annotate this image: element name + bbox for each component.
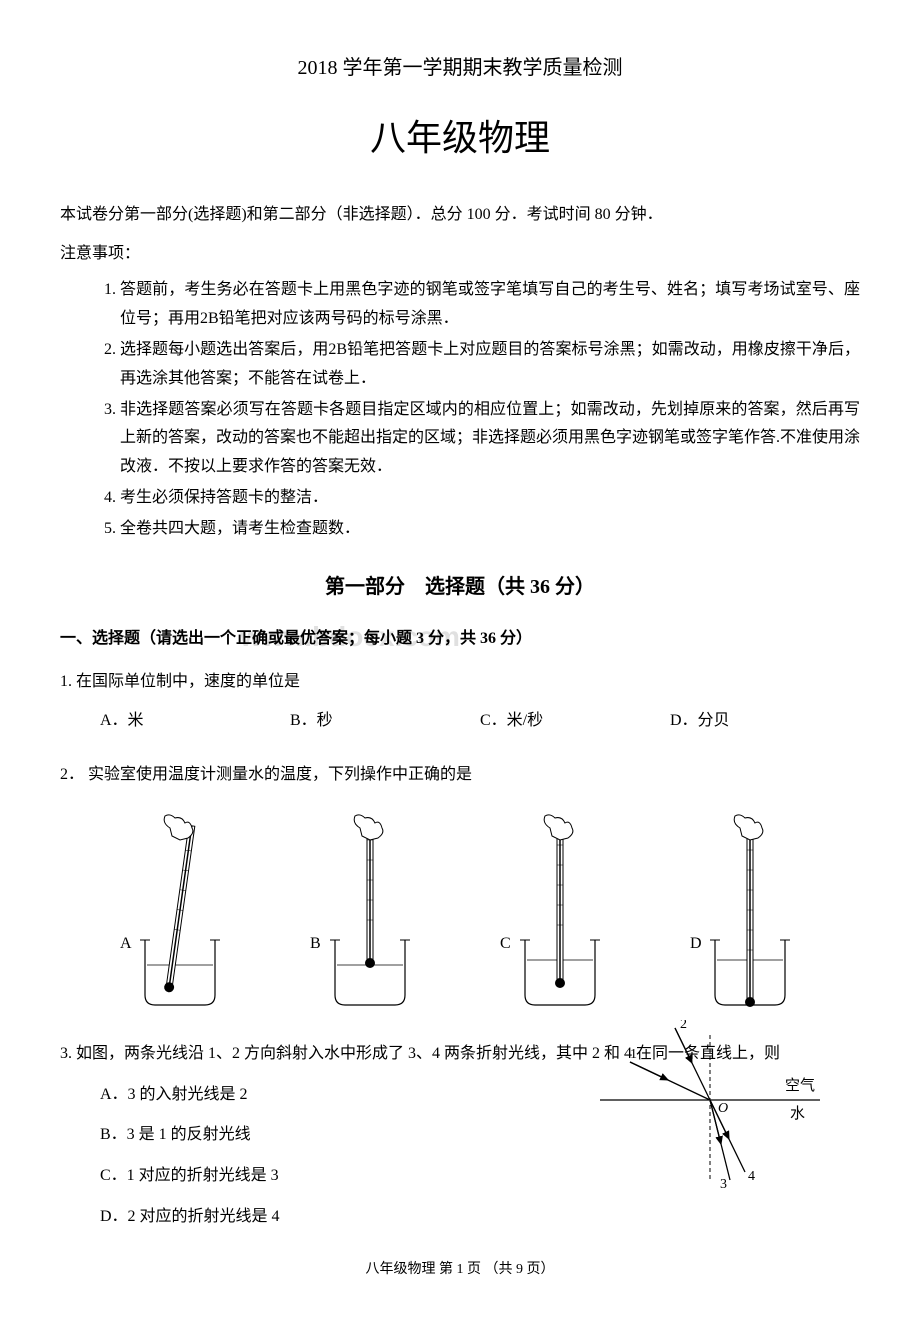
subtitle: 2018 学年第一学期期末教学质量检测 (60, 50, 860, 86)
q2-fig-a: A (115, 810, 235, 1010)
q1-opt-a: A．米 (100, 707, 290, 736)
thermometer-c-icon (495, 810, 615, 1010)
q2-figures: A B (80, 810, 840, 1010)
section1-label: 一、选择题（请选出一个正确或最优答案；每小题 3 分，共 36 分） (60, 625, 860, 654)
refraction-diagram-icon: O 1 2 3 4 空气 水 (590, 1020, 830, 1190)
q2-label-c: C (500, 930, 511, 959)
q2: 2． 实验室使用温度计测量水的温度，下列操作中正确的是 (60, 761, 860, 790)
q3: 3. 如图，两条光线沿 1、2 方向斜射入水中形成了 3、4 两条折射光线，其中… (60, 1040, 860, 1232)
q1-opt-b: B．秒 (290, 707, 480, 736)
q2-fig-c: C (495, 810, 615, 1010)
label-4: 4 (748, 1169, 755, 1184)
q1-text: 在国际单位制中，速度的单位是 (76, 673, 300, 690)
q1-options: A．米 B．秒 C．米/秒 D．分贝 (100, 707, 860, 736)
q2-fig-b: B (305, 810, 425, 1010)
q2-label-a: A (120, 930, 132, 959)
q1-num: 1. (60, 673, 72, 690)
note-item: 全卷共四大题，请考生检查题数． (120, 515, 860, 544)
intro-paragraph: 本试卷分第一部分(选择题)和第二部分（非选择题）．总分 100 分．考试时间 8… (60, 201, 860, 230)
notes-list: 答题前，考生务必在答题卡上用黑色字迹的钢笔或签字笔填写自己的考生号、姓名；填写考… (120, 276, 860, 543)
q1: 1. 在国际单位制中，速度的单位是 (60, 668, 860, 697)
q2-fig-d: D (685, 810, 805, 1010)
thermometer-a-icon (115, 810, 235, 1010)
label-air: 空气 (785, 1077, 815, 1094)
notes-label: 注意事项： (60, 240, 860, 269)
q1-opt-d: D．分贝 (670, 707, 860, 736)
q3-num: 3. (60, 1045, 72, 1062)
label-water: 水 (790, 1105, 805, 1122)
page-footer: 八年级物理 第 1 页 （共 9 页） (60, 1257, 860, 1282)
label-O: O (718, 1101, 728, 1116)
thermometer-b-icon (305, 810, 425, 1010)
q3-diagram: O 1 2 3 4 空气 水 (590, 1020, 830, 1190)
q2-num: 2． (60, 766, 84, 783)
section-header: 第一部分 选择题（共 36 分） (60, 569, 860, 605)
thermometer-d-icon (685, 810, 805, 1010)
q3-opt-d: D．2 对应的折射光线是 4 (100, 1203, 860, 1232)
q2-label-b: B (310, 930, 321, 959)
note-item: 答题前，考生务必在答题卡上用黑色字迹的钢笔或签字笔填写自己的考生号、姓名；填写考… (120, 276, 860, 334)
label-1: 1 (630, 1047, 637, 1062)
main-title: 八年级物理 (60, 106, 860, 171)
note-item: 非选择题答案必须写在答题卡各题目指定区域内的相应位置上；如需改动，先划掉原来的答… (120, 396, 860, 482)
q1-opt-c: C．米/秒 (480, 707, 670, 736)
label-3: 3 (720, 1177, 727, 1190)
q2-text: 实验室使用温度计测量水的温度，下列操作中正确的是 (88, 766, 472, 783)
label-2: 2 (680, 1020, 687, 1032)
q2-label-d: D (690, 930, 702, 959)
note-item: 考生必须保持答题卡的整洁． (120, 484, 860, 513)
note-item: 选择题每小题选出答案后，用2B铅笔把答题卡上对应题目的答案标号涂黑；如需改动，用… (120, 336, 860, 394)
